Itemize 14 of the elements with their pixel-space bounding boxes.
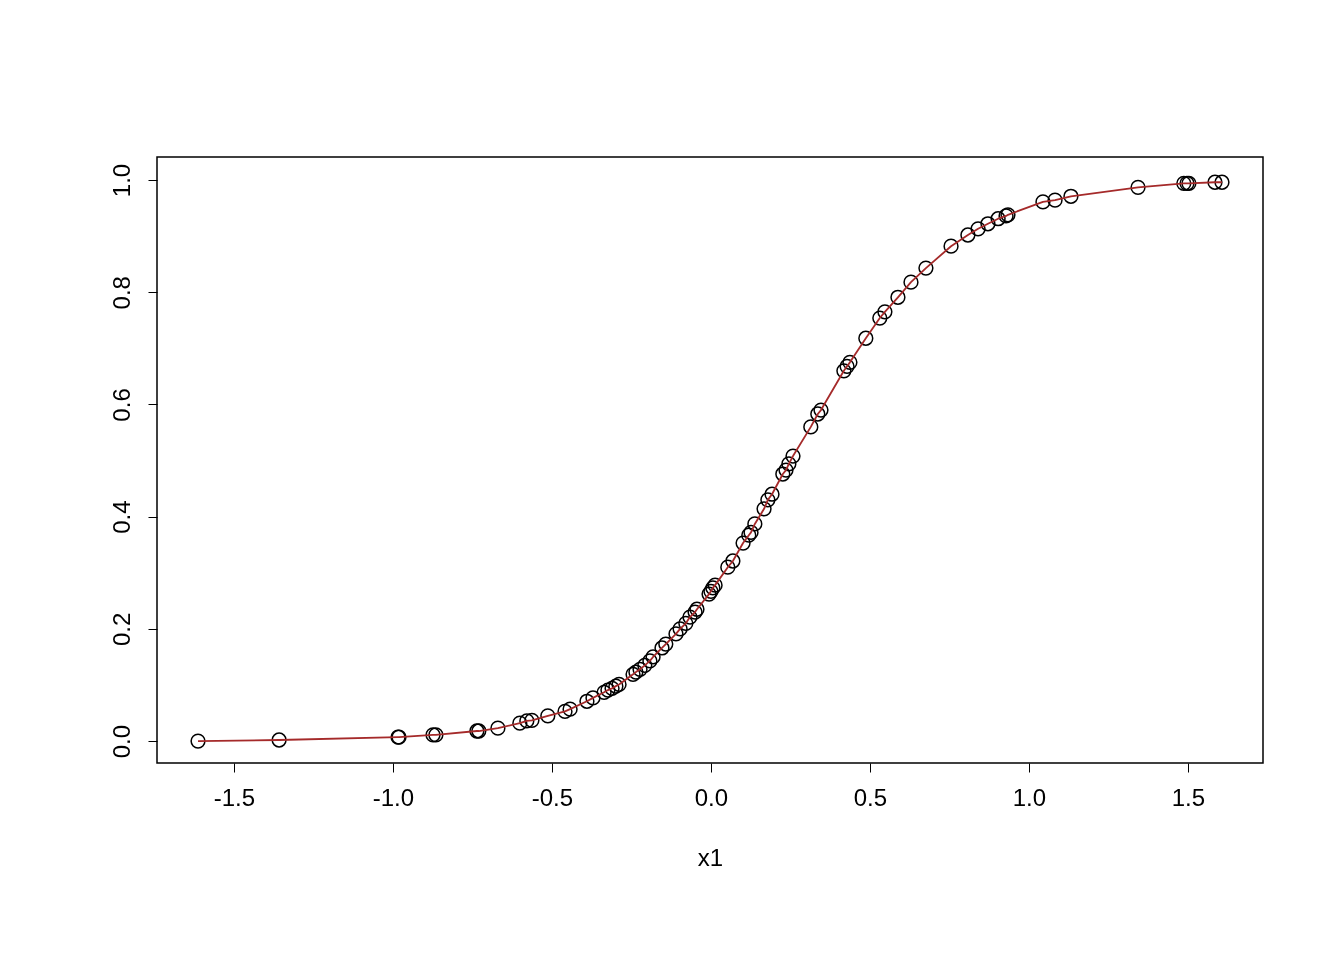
x-tick-label: -1.0 (372, 783, 415, 811)
x-tick-label: -1.5 (213, 783, 256, 811)
y-tick-label: 0.4 (107, 500, 135, 534)
y-tick-label: 0.8 (107, 276, 135, 310)
x-tick-label: 0.5 (853, 783, 888, 811)
y-tick-label: 0.0 (107, 724, 135, 759)
x-tick-label: 1.0 (1012, 783, 1047, 811)
x-axis-title: x1 (697, 843, 724, 871)
x-tick-label: -0.5 (531, 783, 574, 811)
y-tick-label: 0.2 (107, 612, 135, 647)
y-tick-label: 0.6 (107, 388, 135, 422)
x-tick-label: 0.0 (694, 783, 729, 811)
y-tick-label: 1.0 (107, 163, 135, 198)
x-tick-label: 1.5 (1171, 783, 1206, 811)
